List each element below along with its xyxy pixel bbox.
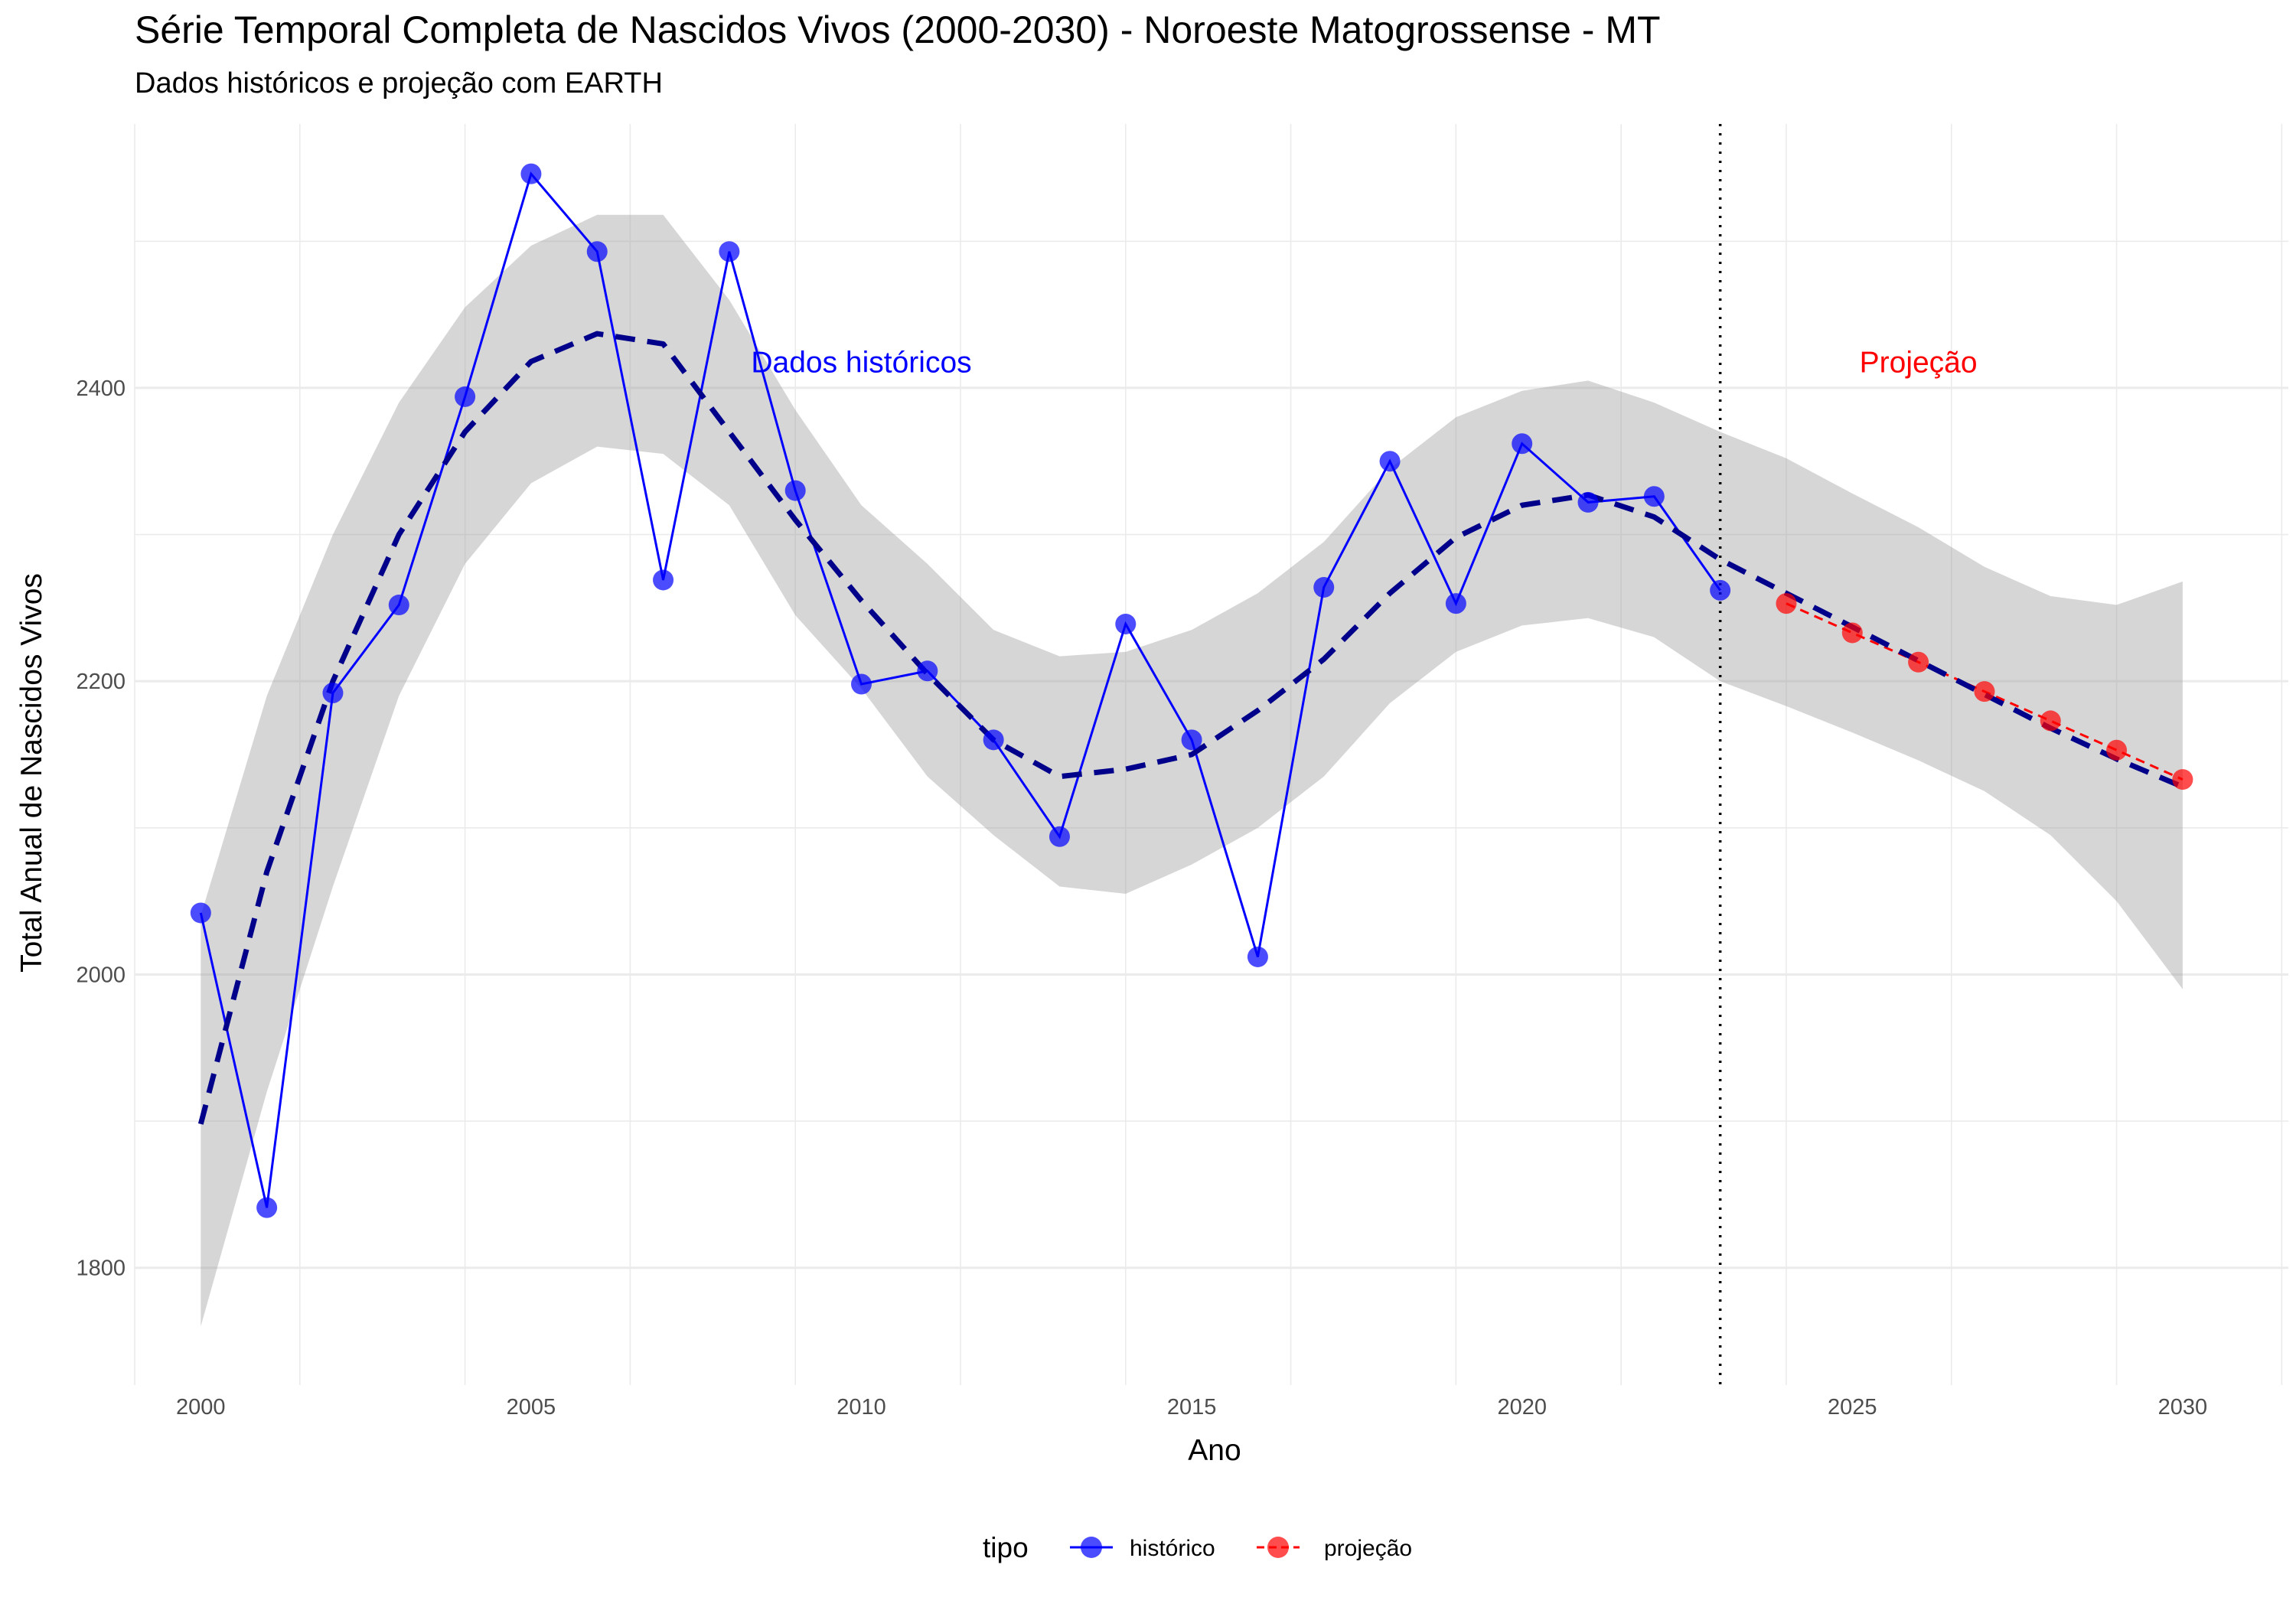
data-point-historico bbox=[1181, 729, 1202, 751]
annotation-label: Dados históricos bbox=[751, 346, 971, 379]
data-point-projecao bbox=[2172, 769, 2193, 790]
data-point-projecao bbox=[1776, 593, 1797, 614]
x-tick-labels: 2000 2005 2010 2015 2020 2025 2030 bbox=[176, 1395, 2207, 1420]
data-point-projecao bbox=[1841, 622, 1863, 644]
chart-subtitle: Dados históricos e projeção com EARTH bbox=[135, 67, 663, 99]
data-points bbox=[190, 163, 2193, 1218]
confidence-band-area bbox=[201, 214, 2183, 1327]
data-point-historico bbox=[1512, 433, 1533, 455]
data-point-historico bbox=[1049, 826, 1070, 847]
y-tick-label: 2400 bbox=[76, 376, 126, 401]
data-point-projecao bbox=[1908, 651, 1929, 673]
x-tick-label: 2015 bbox=[1167, 1395, 1217, 1420]
data-point-historico bbox=[1445, 593, 1466, 614]
data-point-historico bbox=[388, 595, 409, 616]
data-point-historico bbox=[190, 902, 211, 924]
x-tick-label: 2000 bbox=[176, 1395, 226, 1420]
x-tick-label: 2005 bbox=[507, 1395, 556, 1420]
data-point-historico bbox=[917, 660, 938, 682]
data-point-historico bbox=[1379, 451, 1401, 472]
legend: tipo histórico projeção bbox=[983, 1532, 1412, 1563]
x-tick-label: 2010 bbox=[837, 1395, 886, 1420]
legend-item-historico: histórico bbox=[1070, 1536, 1215, 1561]
data-point-historico bbox=[784, 480, 806, 501]
legend-title: tipo bbox=[983, 1532, 1029, 1563]
chart-title: Série Temporal Completa de Nascidos Vivo… bbox=[135, 8, 1661, 51]
x-tick-label: 2025 bbox=[1828, 1395, 1877, 1420]
data-point-historico bbox=[1115, 613, 1137, 634]
data-point-historico bbox=[586, 241, 608, 262]
data-point-historico bbox=[322, 683, 344, 704]
data-point-historico bbox=[1577, 491, 1599, 513]
data-point-historico bbox=[1710, 579, 1731, 601]
annotations: Dados históricos Projeção bbox=[751, 346, 1977, 379]
y-tick-labels: 1800 2000 2200 2400 bbox=[76, 376, 126, 1281]
data-point-historico bbox=[719, 241, 740, 262]
legend-label-historico: histórico bbox=[1130, 1536, 1215, 1561]
x-tick-label: 2030 bbox=[2158, 1395, 2208, 1420]
data-point-projecao bbox=[2040, 710, 2061, 732]
x-axis-title: Ano bbox=[1188, 1434, 1241, 1467]
data-point-projecao bbox=[2106, 739, 2128, 761]
data-point-historico bbox=[653, 569, 674, 591]
data-point-historico bbox=[1247, 946, 1268, 967]
data-point-historico bbox=[520, 163, 542, 184]
data-point-historico bbox=[1643, 486, 1665, 507]
legend-label-projecao: projeção bbox=[1324, 1536, 1412, 1561]
y-tick-label: 1800 bbox=[76, 1257, 126, 1281]
data-point-historico bbox=[851, 673, 872, 695]
legend-item-projecao: projeção bbox=[1257, 1536, 1412, 1561]
x-tick-label: 2020 bbox=[1497, 1395, 1547, 1420]
data-point-historico bbox=[256, 1197, 278, 1218]
data-point-historico bbox=[983, 729, 1004, 751]
y-tick-label: 2200 bbox=[76, 670, 126, 694]
data-point-historico bbox=[1313, 577, 1335, 598]
annotation-label: Projeção bbox=[1860, 346, 1978, 379]
y-axis-title: Total Anual de Nascidos Vivos bbox=[15, 573, 48, 973]
confidence-band bbox=[201, 214, 2183, 1327]
data-point-projecao bbox=[1974, 681, 1995, 702]
data-point-historico bbox=[455, 386, 476, 407]
grid bbox=[134, 124, 2288, 1385]
y-tick-label: 2000 bbox=[76, 963, 126, 987]
